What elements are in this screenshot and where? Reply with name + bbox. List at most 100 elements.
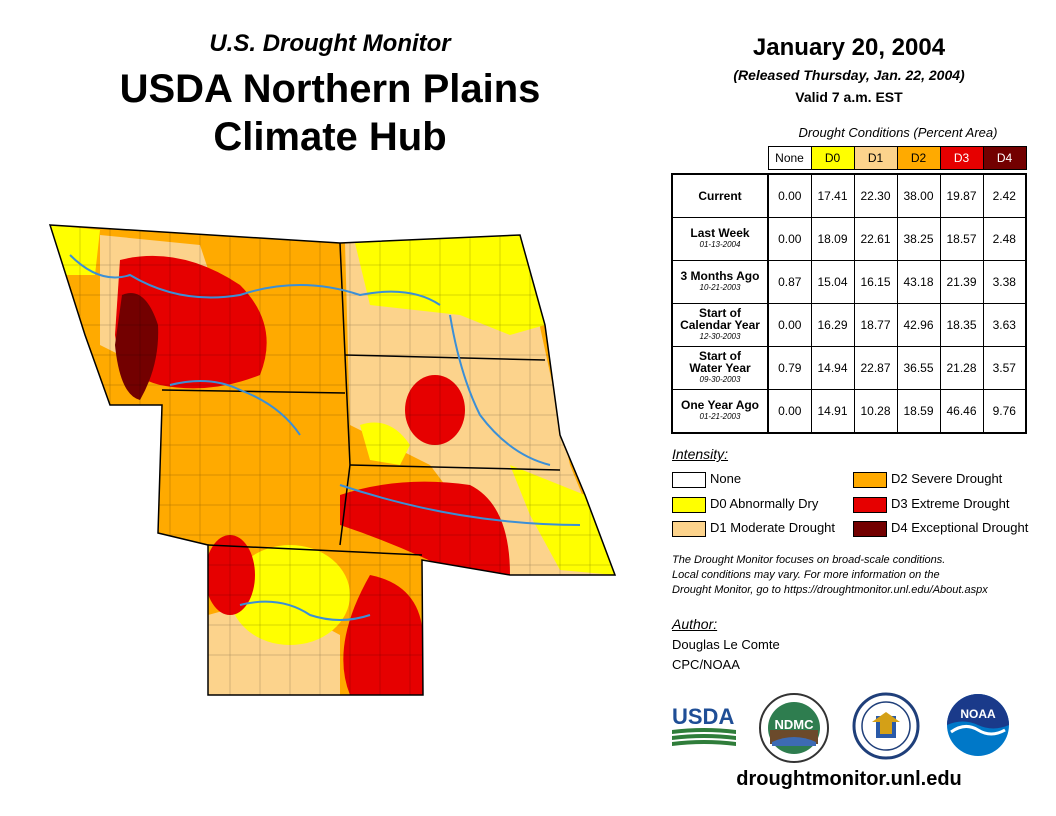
usda-logo: USDA (672, 704, 736, 746)
legend-item-d2: D2 Severe Drought (853, 470, 1002, 488)
d0-region-central (360, 422, 410, 465)
d3-region-nebraska (340, 481, 510, 575)
col-header-d3: D3 (939, 146, 984, 170)
legend-swatch (853, 496, 887, 513)
table-row-last-week: Last Week 01-13-2004 0.00 18.09 22.61 38.… (671, 217, 1027, 261)
author-title: Author: (672, 616, 718, 632)
cell: 38.25 (896, 217, 941, 261)
col-header-d1: D1 (853, 146, 898, 170)
author-name: Douglas Le Comte (672, 637, 780, 652)
legend-item-none: None (672, 470, 741, 488)
cell: 22.30 (853, 173, 898, 218)
cell: 0.00 (767, 217, 812, 261)
noaa-logo: NOAA (947, 694, 1009, 756)
map-title-line1: USDA Northern Plains (119, 67, 541, 111)
table-caption: Drought Conditions (Percent Area) (798, 125, 998, 140)
legend-item-d4: D4 Exceptional Drought (853, 519, 1028, 537)
cell: 15.04 (810, 260, 855, 304)
cell: 3.63 (982, 303, 1027, 347)
d0-region-south (230, 545, 350, 645)
cell: 18.59 (896, 389, 941, 434)
table-row-start-water-year: Start of Water Year 09-30-2003 0.79 14.94 … (671, 346, 1027, 390)
cell: 2.42 (982, 173, 1027, 218)
legend-item-d0: D0 Abnormally Dry (672, 495, 818, 513)
row-label: One Year Ago 01-21-2003 (671, 389, 769, 434)
cell: 0.87 (767, 260, 812, 304)
cell: 43.18 (896, 260, 941, 304)
cell: 16.29 (810, 303, 855, 347)
valid-time: Valid 7 a.m. EST (795, 89, 903, 105)
legend-title: Intensity: (672, 446, 729, 462)
cell: 0.00 (767, 173, 812, 218)
row-label: Current (671, 173, 769, 218)
disclaimer-note: The Drought Monitor focuses on broad-sca… (672, 554, 988, 596)
cell: 21.39 (939, 260, 984, 304)
ndmc-logo-text: NDMC (775, 717, 815, 732)
col-header-d4: D4 (982, 146, 1027, 170)
cell: 0.79 (767, 346, 812, 390)
cell: 17.41 (810, 173, 855, 218)
map-title-line2: Climate Hub (213, 115, 447, 159)
cell: 38.00 (896, 173, 941, 218)
noaa-logo-text: NOAA (960, 707, 996, 721)
legend-item-d1: D1 Moderate Drought (672, 519, 835, 537)
cell: 3.57 (982, 346, 1027, 390)
table-row-current: Current 0.00 17.41 22.30 38.00 19.87 2.4… (671, 173, 1027, 218)
table-row-one-year-ago: One Year Ago 01-21-2003 0.00 14.91 10.28 … (671, 389, 1027, 434)
cell: 21.28 (939, 346, 984, 390)
cell: 19.87 (939, 173, 984, 218)
drought-conditions-table: None D0 D1 D2 D3 D4 Current 0.00 17.41 2… (671, 146, 1027, 434)
d4-region (115, 293, 159, 400)
map-subtitle: U.S. Drought Monitor (209, 30, 451, 57)
cell: 18.09 (810, 217, 855, 261)
d0-region-southeast (510, 465, 615, 575)
cell: 2.48 (982, 217, 1027, 261)
legend-item-d3: D3 Extreme Drought (853, 495, 1010, 513)
row-label: Last Week 01-13-2004 (671, 217, 769, 261)
map-date: January 20, 2004 (752, 34, 946, 61)
cell: 9.76 (982, 389, 1027, 434)
cell: 18.35 (939, 303, 984, 347)
cell: 22.87 (853, 346, 898, 390)
row-label: Start of Calendar Year 12-30-2003 (671, 303, 769, 347)
release-date: (Released Thursday, Jan. 22, 2004) (733, 67, 965, 83)
col-header-d2: D2 (896, 146, 941, 170)
cell: 18.57 (939, 217, 984, 261)
cell: 10.28 (853, 389, 898, 434)
website-url[interactable]: droughtmonitor.unl.edu (736, 768, 962, 790)
d3-region-dakota (405, 375, 465, 445)
legend-swatch (672, 471, 706, 488)
cell: 22.61 (853, 217, 898, 261)
row-label: 3 Months Ago 10-21-2003 (671, 260, 769, 304)
legend-swatch (853, 471, 887, 488)
table-header-row: None D0 D1 D2 D3 D4 (672, 146, 1027, 170)
d3-region-kansas (343, 575, 423, 695)
cell: 14.91 (810, 389, 855, 434)
cell: 3.38 (982, 260, 1027, 304)
rivers (69, 254, 581, 621)
row-label: Start of Water Year 09-30-2003 (671, 346, 769, 390)
cell: 42.96 (896, 303, 941, 347)
legend-swatch (672, 520, 706, 537)
cell: 16.15 (853, 260, 898, 304)
author-org: CPC/NOAA (672, 657, 740, 672)
table-row-3-months-ago: 3 Months Ago 10-21-2003 0.87 15.04 16.15 … (671, 260, 1027, 304)
legend-swatch (672, 496, 706, 513)
cell: 46.46 (939, 389, 984, 434)
col-header-none: None (767, 146, 812, 170)
cell: 36.55 (896, 346, 941, 390)
cell: 0.00 (767, 303, 812, 347)
cell: 18.77 (853, 303, 898, 347)
state-boundaries (48, 224, 617, 696)
col-header-d0: D0 (810, 146, 855, 170)
usda-logo-text: USDA (672, 704, 734, 729)
legend-swatch (853, 520, 887, 537)
cell: 14.94 (810, 346, 855, 390)
d3-region-colorado (205, 535, 255, 615)
commerce-seal (852, 692, 920, 760)
drought-map (48, 224, 617, 696)
cell: 0.00 (767, 389, 812, 434)
ndmc-logo: NDMC (759, 693, 829, 763)
table-row-start-calendar-year: Start of Calendar Year 12-30-2003 0.00 16.… (671, 303, 1027, 347)
d0-region-north (355, 235, 545, 335)
